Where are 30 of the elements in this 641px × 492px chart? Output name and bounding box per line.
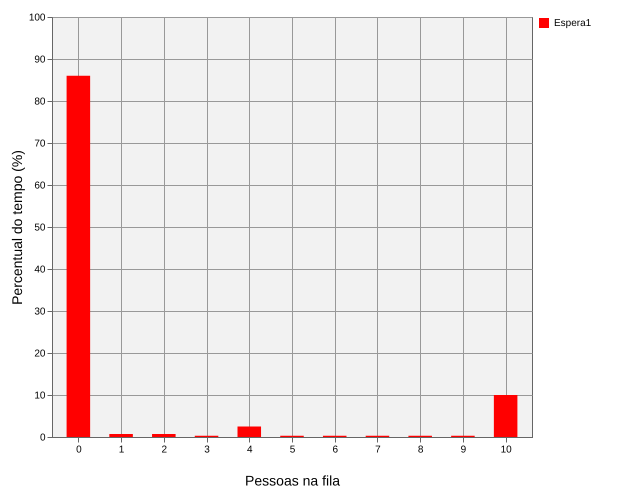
x-tick-label: 3	[204, 444, 210, 456]
y-tick-label: 30	[34, 306, 46, 318]
bar	[494, 395, 518, 437]
y-tick-label: 70	[34, 138, 46, 150]
x-tick-label: 8	[418, 444, 424, 456]
x-tick-label: 9	[460, 444, 467, 456]
y-axis-title: Percentual do tempo (%)	[8, 150, 25, 305]
x-tick-label: 0	[76, 444, 82, 456]
y-tick-label: 100	[28, 12, 46, 24]
x-axis-title: Pessoas na fila	[245, 472, 340, 488]
y-tick-label: 90	[34, 54, 46, 66]
x-tick-label: 10	[500, 444, 512, 456]
y-tick-label: 20	[34, 348, 46, 360]
bar	[109, 434, 133, 437]
y-tick-label: 60	[34, 180, 46, 192]
y-tick-label: 10	[34, 390, 46, 402]
legend-label: Espera1	[554, 18, 592, 29]
y-tick-label: 0	[40, 432, 46, 444]
x-tick-label: 1	[118, 444, 125, 456]
x-tick-label: 4	[246, 444, 253, 456]
bar	[152, 434, 176, 437]
y-tick-label: 80	[34, 96, 46, 108]
y-tick-label: 50	[34, 222, 46, 234]
x-tick-label: 6	[332, 444, 338, 456]
bar	[238, 426, 262, 437]
x-tick-label: 7	[375, 444, 382, 456]
bar	[66, 76, 90, 437]
x-tick-label: 5	[290, 444, 296, 456]
y-tick-label: 40	[34, 264, 46, 276]
x-tick-label: 2	[162, 444, 168, 456]
